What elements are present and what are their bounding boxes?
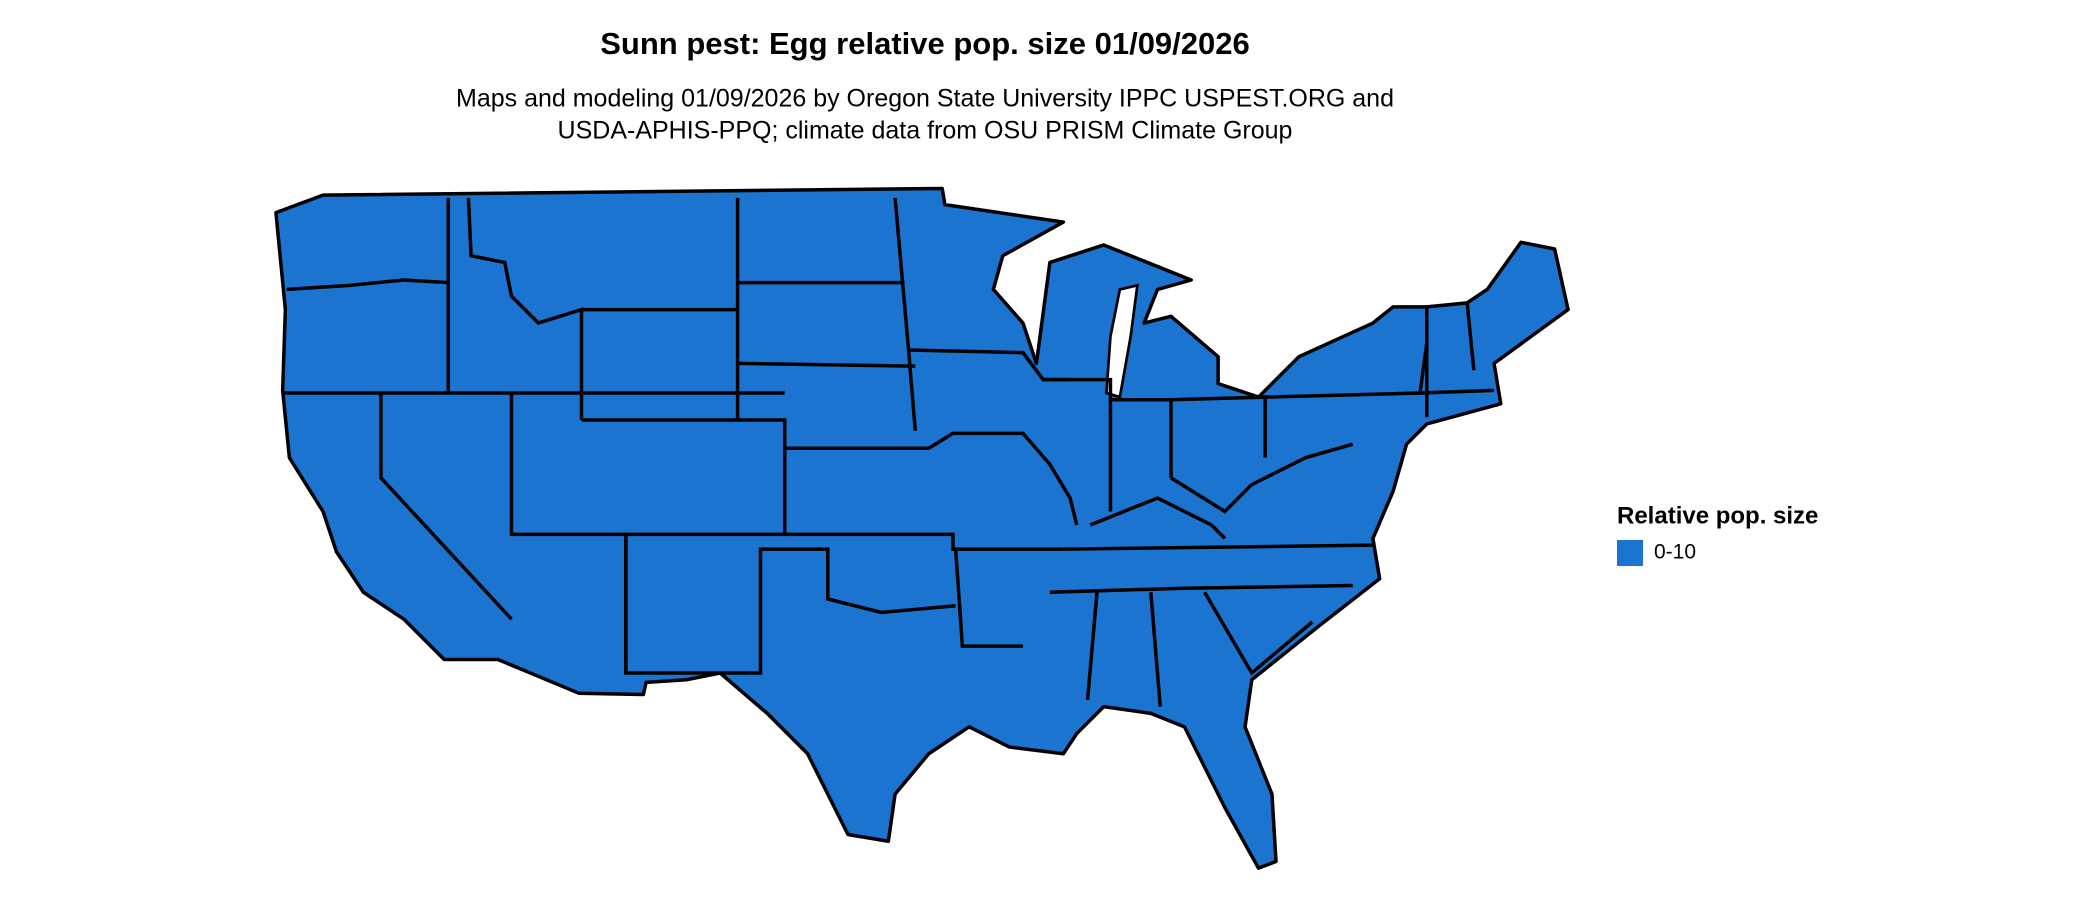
legend-key	[1617, 540, 1643, 566]
legend-title: Relative pop. size	[1617, 502, 1818, 529]
state-borders	[282, 197, 1495, 707]
legend-label: 0-10	[1654, 541, 1696, 564]
title: Sunn pest: Egg relative pop. size 01/09/…	[600, 26, 1250, 61]
us-map	[274, 186, 1570, 870]
subtitle: Maps and modeling 01/09/2026 by Oregon S…	[456, 85, 1394, 113]
us-outline	[274, 186, 1570, 870]
subtitle: USDA-APHIS-PPQ; climate data from OSU PR…	[558, 117, 1293, 145]
lake-michigan	[1104, 283, 1139, 399]
